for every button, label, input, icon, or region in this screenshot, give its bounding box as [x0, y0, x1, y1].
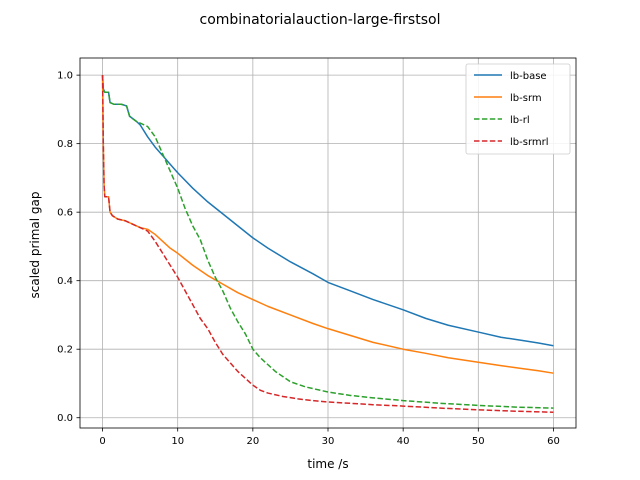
- y-tick-label: 0.4: [57, 276, 73, 287]
- y-tick-label: 0.2: [57, 345, 73, 356]
- legend-box: [465, 63, 571, 155]
- series-layer: [101, 75, 554, 413]
- legend-label-lb-srm: lb-srm: [510, 93, 542, 104]
- y-tick-label: 0.6: [57, 208, 73, 219]
- x-axis: 0 10 20 30 40 50 60: [99, 428, 560, 447]
- y-axis-label: scaled primal gap: [28, 191, 42, 298]
- grid: [80, 58, 576, 428]
- x-tick-label: 30: [322, 436, 335, 447]
- y-tick-label: 1.0: [57, 71, 73, 82]
- legend-label-lb-base: lb-base: [510, 71, 547, 82]
- series-line-lb-rl: [101, 75, 554, 409]
- x-tick-label: 0: [99, 436, 105, 447]
- chart-title: combinatorialauction-large-firstsol: [200, 12, 441, 28]
- legend: lb-base lb-srm lb-rl lb-srmrl: [465, 63, 571, 155]
- x-tick-label: 10: [171, 436, 184, 447]
- series-line-lb-srmrl: [101, 75, 554, 413]
- legend-label-lb-rl: lb-rl: [510, 115, 530, 126]
- x-tick-label: 50: [472, 436, 485, 447]
- y-axis: 0.0 0.2 0.4 0.6 0.8 1.0: [57, 71, 80, 424]
- x-axis-label: time /s: [307, 457, 348, 471]
- legend-label-lb-srmrl: lb-srmrl: [510, 137, 549, 148]
- x-tick-label: 20: [246, 436, 259, 447]
- x-tick-label: 40: [397, 436, 410, 447]
- y-tick-label: 0.8: [57, 139, 73, 150]
- x-tick-label: 60: [547, 436, 560, 447]
- y-tick-label: 0.0: [57, 413, 73, 424]
